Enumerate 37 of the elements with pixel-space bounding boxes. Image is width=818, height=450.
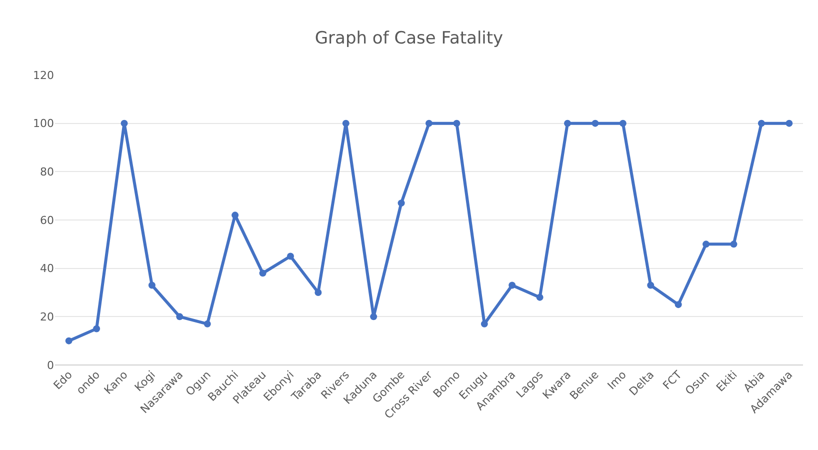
- point: [453, 120, 460, 127]
- point: [120, 120, 128, 127]
- point: [619, 120, 626, 127]
- point: [702, 240, 710, 248]
- point: [480, 320, 488, 328]
- point: [93, 325, 100, 332]
- point: [204, 320, 211, 328]
- y-tick-label: 20: [40, 310, 54, 324]
- point: [786, 120, 793, 127]
- point: [508, 282, 516, 289]
- point: [342, 120, 350, 127]
- point: [592, 120, 599, 127]
- point: [536, 294, 544, 301]
- point: [674, 301, 682, 308]
- point: [398, 200, 405, 207]
- y-tick-label: 60: [40, 214, 54, 227]
- y-tick-label: 80: [40, 166, 54, 179]
- point: [647, 282, 654, 289]
- point: [148, 282, 156, 289]
- chart-title: Graph of Case Fatality: [314, 28, 504, 48]
- point: [564, 120, 572, 127]
- y-tick-label: 100: [33, 117, 54, 130]
- point: [176, 313, 184, 320]
- point: [730, 240, 738, 248]
- y-tick-label: 0: [47, 358, 54, 372]
- point: [232, 212, 239, 219]
- point: [758, 120, 765, 127]
- y-tick-label: 40: [40, 262, 54, 276]
- point: [259, 270, 266, 277]
- x-tick-label: Imo: [605, 368, 630, 392]
- point: [65, 337, 72, 344]
- x-tick-label: Edo: [51, 368, 76, 392]
- point: [370, 313, 378, 320]
- point: [314, 289, 322, 296]
- point: [426, 120, 432, 127]
- point: [286, 252, 294, 260]
- y-tick-label: 120: [33, 68, 54, 82]
